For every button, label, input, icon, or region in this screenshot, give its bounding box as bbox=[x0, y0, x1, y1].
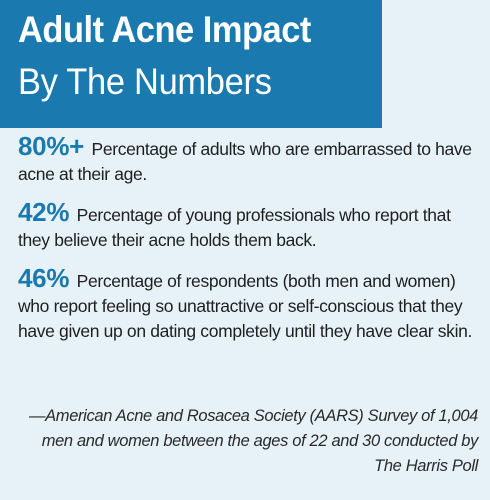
stat-value: 46% bbox=[18, 263, 70, 293]
stat-description: Percentage of respondents (both men and … bbox=[18, 271, 473, 341]
stat-item: 80%+ Percentage of adults who are embarr… bbox=[18, 131, 484, 187]
stats-list: 80%+ Percentage of adults who are embarr… bbox=[18, 131, 484, 357]
stat-description: Percentage of adults who are embarrassed… bbox=[18, 139, 472, 184]
title-banner: Adult Acne Impact By The Numbers bbox=[0, 0, 382, 128]
page-title: Adult Acne Impact bbox=[18, 9, 311, 50]
stat-value: 80%+ bbox=[18, 131, 85, 161]
stat-item: 42% Percentage of young professionals wh… bbox=[18, 197, 484, 253]
stat-description: Percentage of young professionals who re… bbox=[18, 205, 451, 250]
page-subtitle: By The Numbers bbox=[18, 61, 272, 102]
stat-item: 46% Percentage of respondents (both men … bbox=[18, 263, 484, 344]
stat-value: 42% bbox=[18, 197, 70, 227]
source-citation: —American Acne and Rosacea Society (AARS… bbox=[29, 407, 478, 475]
